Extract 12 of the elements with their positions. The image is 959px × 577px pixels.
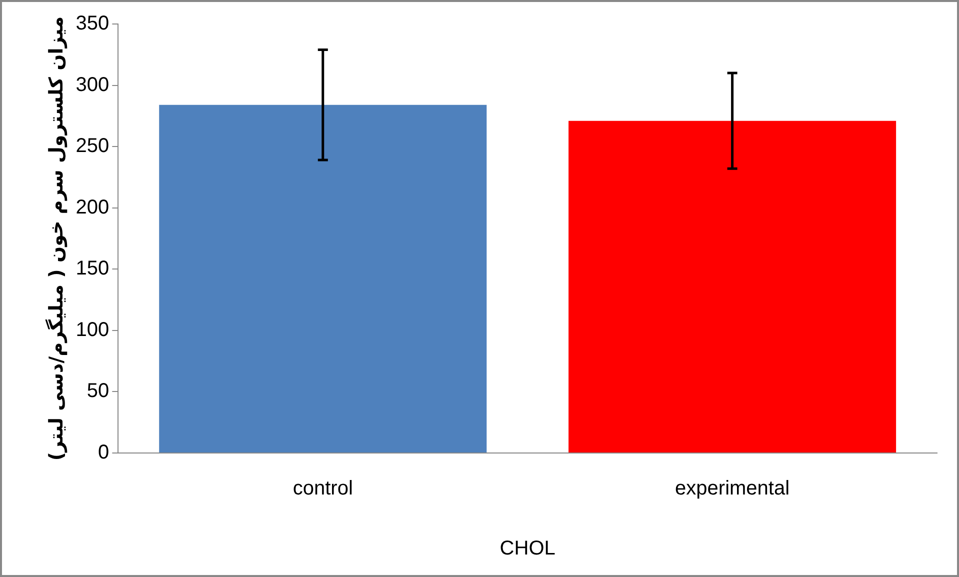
y-tick-label: 300	[76, 74, 110, 96]
x-tick-label: control	[292, 478, 353, 500]
x-tick-label: experimental	[675, 478, 790, 500]
y-tick-label: 0	[98, 442, 110, 464]
y-tick-label: 200	[76, 196, 110, 218]
y-tick-label: 150	[76, 258, 110, 280]
x-axis-title: CHOL	[500, 538, 556, 560]
y-tick-label: 50	[86, 380, 110, 402]
y-tick-label: 100	[76, 318, 110, 341]
y-tick-label: 250	[76, 135, 110, 158]
y-tick-label: 350	[76, 12, 110, 35]
y-axis-title: میزان کلسترول سرم خون ( میلیگرم/دسی لیتر)	[44, 16, 68, 461]
